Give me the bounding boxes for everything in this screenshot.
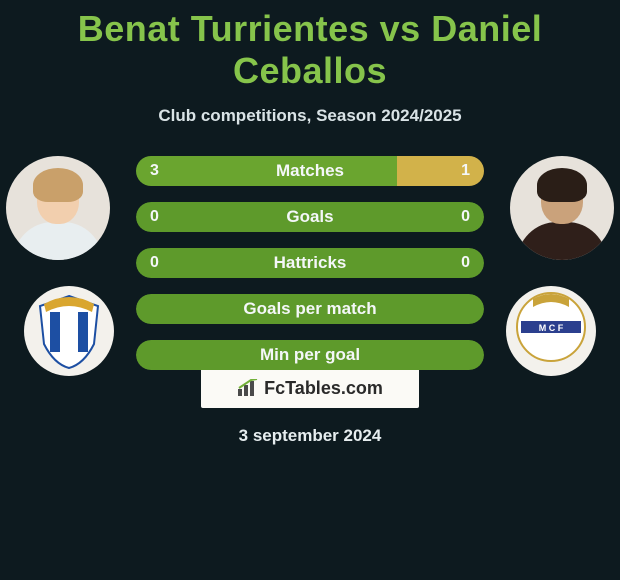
subtitle: Club competitions, Season 2024/2025	[0, 106, 620, 126]
crest-svg	[34, 292, 104, 370]
stat-label: Hattricks	[136, 248, 484, 278]
avatar-hair	[33, 168, 83, 202]
stat-bars: 31Matches 00Goals 00Hattricks Goals per mat…	[136, 156, 484, 386]
date-text: 3 september 2024	[0, 426, 620, 446]
stat-label: Min per goal	[136, 340, 484, 370]
svg-text:M C F: M C F	[539, 323, 564, 333]
stat-row: 00Hattricks	[136, 248, 484, 278]
stat-row: 31Matches	[136, 156, 484, 186]
club-crest-left	[24, 286, 114, 376]
avatar-body	[517, 222, 607, 260]
club-crest-right: M C F	[506, 286, 596, 376]
stat-row: 00Goals	[136, 202, 484, 232]
page-title: Benat Turrientes vs Daniel Ceballos	[0, 0, 620, 92]
stat-label: Goals per match	[136, 294, 484, 324]
stat-label: Matches	[136, 156, 484, 186]
player-right-avatar	[510, 156, 614, 260]
crest-svg: M C F	[515, 291, 587, 371]
player-left-avatar	[6, 156, 110, 260]
avatar-hair	[537, 168, 587, 202]
stat-row: Min per goal	[136, 340, 484, 370]
avatar-body	[13, 222, 103, 260]
stat-label: Goals	[136, 202, 484, 232]
stat-row: Goals per match	[136, 294, 484, 324]
